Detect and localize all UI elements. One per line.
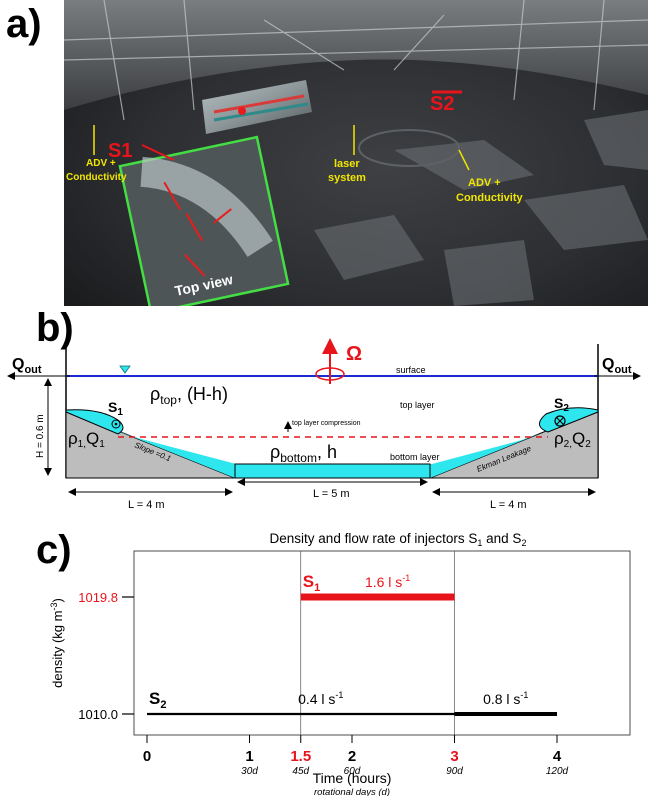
rho2-q2-label: ρ2,Q2: [554, 429, 591, 450]
bottom-layer-label: bottom layer: [390, 452, 440, 462]
s1-diagram-label: S1: [108, 399, 123, 418]
inset-ribbon: [202, 80, 312, 134]
x-tick-sublabel: 90d: [446, 766, 463, 777]
photo-ceiling: [64, 0, 648, 110]
s2-photo-label: S2: [430, 93, 454, 115]
height-label: H = 0.6 m: [35, 414, 46, 458]
top-view-inset: [118, 135, 290, 306]
x-tick-label: 1.5: [290, 748, 311, 765]
s1-injector-dot: [111, 419, 121, 429]
length-right-label: L = 4 m: [490, 499, 527, 511]
x-tick-sublabel: 45d: [292, 766, 309, 777]
x-tick-sublabel: 60d: [344, 766, 361, 777]
x-tick-label: 0: [143, 748, 151, 765]
panel-b-label: b): [36, 306, 74, 350]
s1-photo-arrow: [141, 144, 175, 161]
length-mid-label: L = 5 m: [313, 488, 350, 500]
compression-label: top layer compression: [292, 420, 361, 427]
x-tick-label: 4: [553, 748, 562, 765]
q-out-left-label: Qout: [12, 356, 42, 376]
laser-label-2: system: [328, 172, 366, 184]
tank-photo: Top view S1 S2 ADV + Conductivity laser …: [64, 0, 648, 306]
s1-chart-label: S1: [303, 572, 320, 594]
omega-symbol: Ω: [346, 343, 362, 365]
q-out-right-label: Qout: [602, 356, 632, 376]
adv-left-label-2: Conductivity: [66, 172, 127, 183]
x-axis-sublabel: rotational days (d): [314, 787, 390, 796]
s2-rate-label-b: 0.8 l s-1: [483, 690, 528, 707]
length-left-label: L = 4 m: [128, 499, 165, 511]
adv-left-label-1: ADV +: [86, 158, 116, 169]
s1-injector-center: [114, 422, 118, 426]
y-tick-label: 1010.0: [78, 707, 118, 722]
x-tick-sublabel: 30d: [241, 766, 258, 777]
adv-right-label-2: Conductivity: [456, 192, 523, 204]
surface-label: surface: [396, 365, 426, 375]
y-tick-label: 1019.8: [78, 590, 118, 605]
rotation-icon: [315, 367, 345, 381]
water-level-icon: [119, 365, 131, 374]
s2-injector-x: [556, 417, 564, 425]
bottom-layer-fill: [66, 410, 598, 478]
x-tick-label: 1: [245, 748, 253, 765]
tank-cross-section: Qout Qout Ω surface ρtop, (H-h) top laye…: [7, 338, 641, 511]
s2-rate-label-a: 0.4 l s-1: [298, 690, 343, 707]
s2-injector: [539, 407, 599, 433]
rho-top-label: ρtop, (H-h): [150, 384, 228, 407]
x-tick-sublabel: 120d: [546, 766, 569, 777]
top-layer-label: top layer: [400, 400, 435, 410]
x-axis-label: Time (hours): [313, 770, 392, 786]
rho1-q1-label: ρ1,Q1: [68, 429, 105, 450]
s2-injector-mark: [554, 415, 566, 427]
x-tick-label: 2: [348, 748, 356, 765]
panel-a-label: a): [6, 2, 42, 46]
chart-title: Density and flow rate of injectors S1 an…: [270, 531, 527, 548]
x-tick-label: 3: [450, 748, 458, 765]
photo-center-ring: [358, 129, 460, 167]
s2-chart-label: S2: [149, 689, 166, 711]
rho-bottom-label: ρbottom, h: [270, 442, 337, 465]
s1-rate-label: 1.6 l s-1: [365, 573, 410, 590]
panel-c-label: c): [36, 528, 72, 572]
bottom-layer-band: [234, 463, 431, 479]
laser-label-1: laser: [334, 158, 360, 170]
adv-right-label-1: ADV +: [468, 177, 501, 189]
photo-rails: [64, 0, 648, 121]
y-axis-label: density (kg m-3): [49, 598, 65, 688]
s1-photo-label: S1: [108, 140, 132, 162]
density-flow-chart: Density and flow rate of injectors S1 an…: [49, 531, 631, 796]
photo-floor-patches: [314, 110, 648, 306]
plot-frame: [133, 550, 631, 736]
adv-right-pointer: [458, 149, 470, 171]
s2-diagram-label: S2: [554, 395, 569, 414]
